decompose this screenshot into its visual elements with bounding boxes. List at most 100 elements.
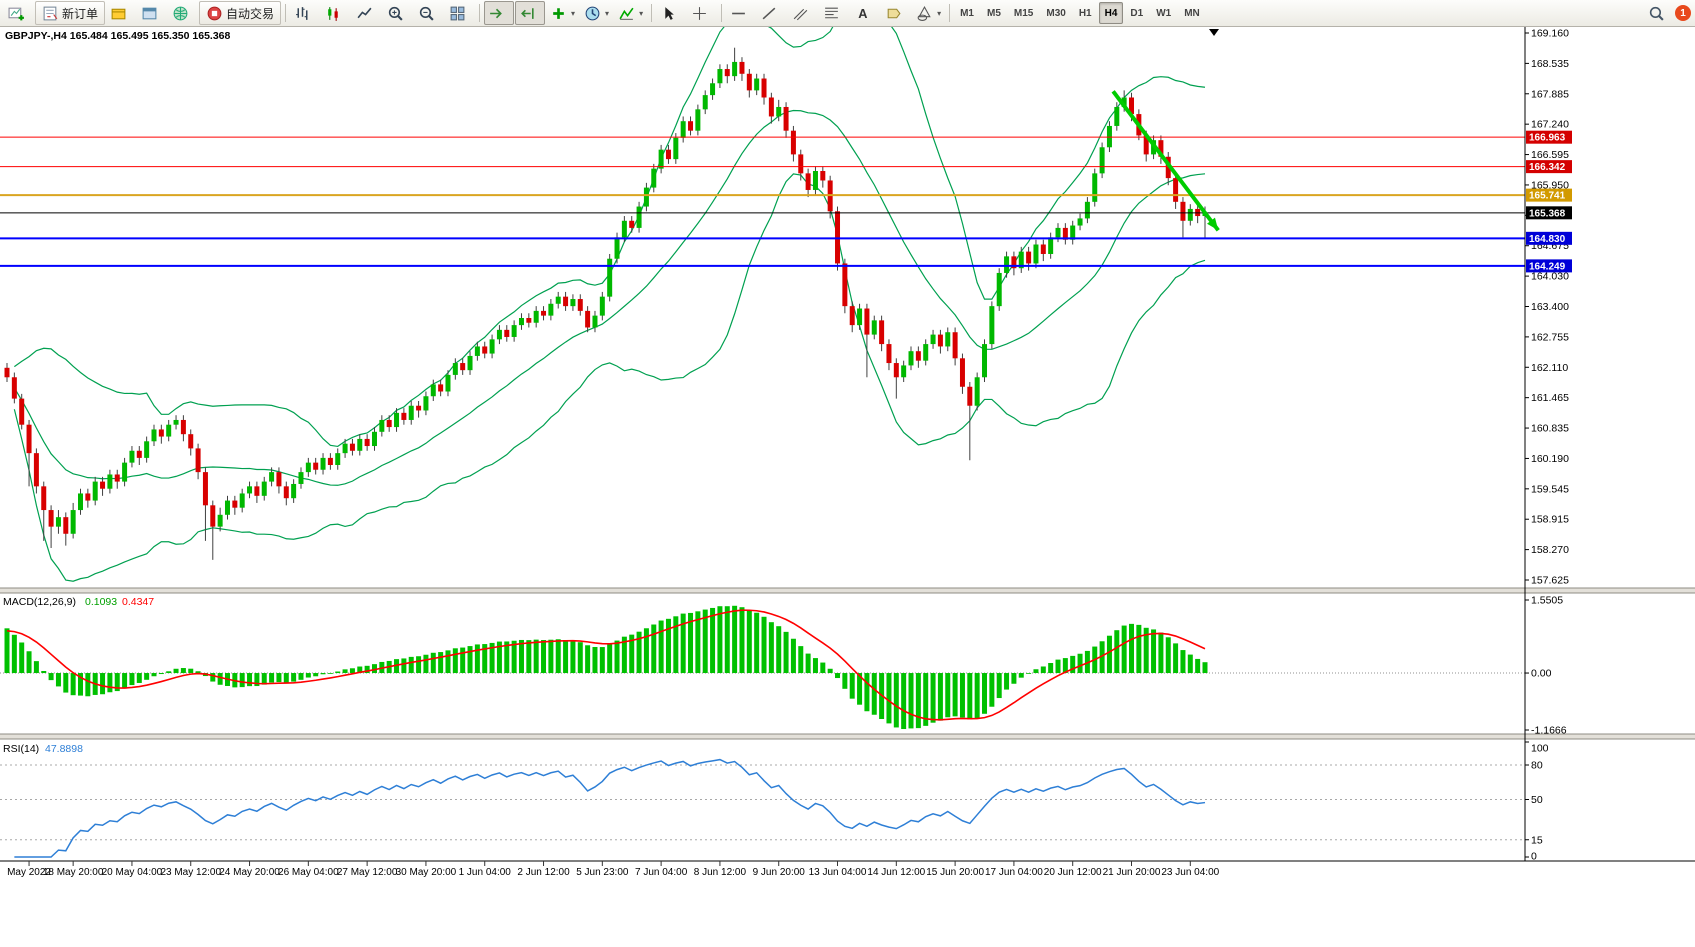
timeframe-m30-button[interactable]: M30 <box>1046 7 1066 19</box>
zoom-out-button[interactable] <box>414 1 444 25</box>
macd-bar <box>937 673 943 721</box>
timeframe-w1-button[interactable]: W1 <box>1156 7 1172 19</box>
periods-button[interactable]: ▾ <box>580 1 613 25</box>
periods-dropdown-arrow-icon[interactable]: ▾ <box>605 8 610 18</box>
macd-bar <box>570 640 576 674</box>
macd-bar <box>577 642 583 674</box>
macd-bar <box>129 673 135 686</box>
time-axis-label: 30 May 20:00 <box>396 867 457 878</box>
candle-body <box>754 78 760 91</box>
candle-body <box>1129 97 1135 115</box>
line-chart-mode-button[interactable] <box>352 1 382 25</box>
time-axis-label: 23 Jun 04:00 <box>1161 867 1219 878</box>
price-tag-label: 166.342 <box>1529 162 1566 173</box>
candle-body <box>533 310 539 323</box>
zoom-in-button[interactable] <box>383 1 413 25</box>
add-indicator-dropdown-arrow-icon[interactable]: ▾ <box>571 8 576 18</box>
candle-body <box>1062 227 1068 240</box>
add-indicator-button[interactable]: ▾ <box>546 1 579 25</box>
notification-badge[interactable]: 1 <box>1675 5 1691 21</box>
timeframe-h1-button[interactable]: H1 <box>1078 7 1092 19</box>
new-order-button[interactable]: 新订单 <box>35 1 106 25</box>
macd-bar <box>599 647 605 674</box>
cursor-tool-button[interactable] <box>656 1 686 25</box>
macd-bar <box>651 624 657 674</box>
chart-shift-marker-icon[interactable] <box>1209 29 1219 36</box>
price-axis-label: 165.950 <box>1531 179 1569 191</box>
candle-mode-button[interactable] <box>321 1 351 25</box>
trendline-tool-button[interactable] <box>757 1 787 25</box>
candle-body <box>394 412 400 428</box>
macd-bar <box>930 673 936 723</box>
macd-bar <box>511 640 517 674</box>
macd-bar <box>1106 635 1112 674</box>
toolbar-separator <box>721 4 723 22</box>
candle-body <box>129 450 135 463</box>
bar-chart-mode-button[interactable] <box>290 1 320 25</box>
label-tool-button[interactable] <box>881 1 911 25</box>
candle-body <box>254 486 260 496</box>
macd-bar <box>1048 663 1054 674</box>
price-axis-label: 158.270 <box>1531 544 1569 556</box>
timeframe-mn-button[interactable]: MN <box>1184 7 1200 19</box>
auto-trading-button[interactable]: 自动交易 <box>199 1 282 25</box>
macd-bar <box>945 673 951 718</box>
candle-body <box>548 303 554 316</box>
arrows-tool-button[interactable]: ▾ <box>912 1 945 25</box>
chart-shift-button[interactable] <box>515 1 546 25</box>
tile-windows-button[interactable] <box>445 1 475 25</box>
macd-bar <box>320 673 326 675</box>
toolbar-separator <box>949 4 951 22</box>
macd-bar <box>974 673 980 719</box>
trendline[interactable] <box>1111 90 1220 232</box>
macd-bar <box>504 641 510 674</box>
new-chart-button[interactable] <box>4 1 34 25</box>
macd-bar <box>555 639 561 674</box>
candle-body <box>982 344 988 378</box>
macd-bar <box>217 673 223 685</box>
chart-background <box>0 27 1695 880</box>
candle-body <box>445 374 451 392</box>
trendline-tool-icon <box>761 5 778 22</box>
data-window-button[interactable] <box>137 1 167 25</box>
templates-button[interactable]: ▾ <box>614 1 647 25</box>
fibonacci-tool-button[interactable] <box>819 1 849 25</box>
channel-tool-button[interactable] <box>788 1 818 25</box>
timeframe-d1-button[interactable]: D1 <box>1130 7 1144 19</box>
timeframe-m15-button[interactable]: M15 <box>1013 7 1034 19</box>
timeframe-h4-button[interactable]: H4 <box>1098 2 1124 24</box>
arrows-tool-dropdown-arrow-icon[interactable]: ▾ <box>937 8 942 18</box>
templates-dropdown-arrow-icon[interactable]: ▾ <box>639 8 644 18</box>
price-axis-label: 159.545 <box>1531 483 1569 495</box>
candle-body <box>629 220 635 228</box>
candle-body <box>144 441 150 458</box>
search-button[interactable] <box>1644 1 1674 25</box>
hline-tool-button[interactable] <box>726 1 756 25</box>
crosshair-tool-button[interactable] <box>687 1 717 25</box>
web-community-button[interactable] <box>168 1 198 25</box>
timeframe-m1-button[interactable]: M1 <box>960 7 974 19</box>
candle-body <box>85 493 91 501</box>
candle-body <box>915 351 921 361</box>
candle-body <box>849 306 855 326</box>
candle-body <box>504 329 510 337</box>
auto-scroll-button[interactable] <box>484 1 515 25</box>
macd-axis-label: -1.1666 <box>1531 725 1567 737</box>
macd-bar <box>1077 653 1083 674</box>
timeframe-m5-button[interactable]: M5 <box>987 7 1001 19</box>
candle-body <box>688 121 694 131</box>
market-watch-button[interactable] <box>106 1 136 25</box>
macd-bar <box>732 605 738 674</box>
macd-bar <box>1070 655 1076 674</box>
panel-divider[interactable] <box>0 734 1695 739</box>
macd-bar <box>327 673 333 674</box>
candle-body <box>283 486 289 499</box>
candle-body <box>724 69 730 77</box>
candle-body <box>239 493 245 508</box>
text-tool-button[interactable]: A <box>850 1 880 25</box>
macd-bar <box>621 636 627 674</box>
candle-body <box>1048 237 1054 254</box>
panel-divider[interactable] <box>0 588 1695 593</box>
candle-body <box>291 483 297 499</box>
time-axis-label: 24 May 20:00 <box>219 867 280 878</box>
